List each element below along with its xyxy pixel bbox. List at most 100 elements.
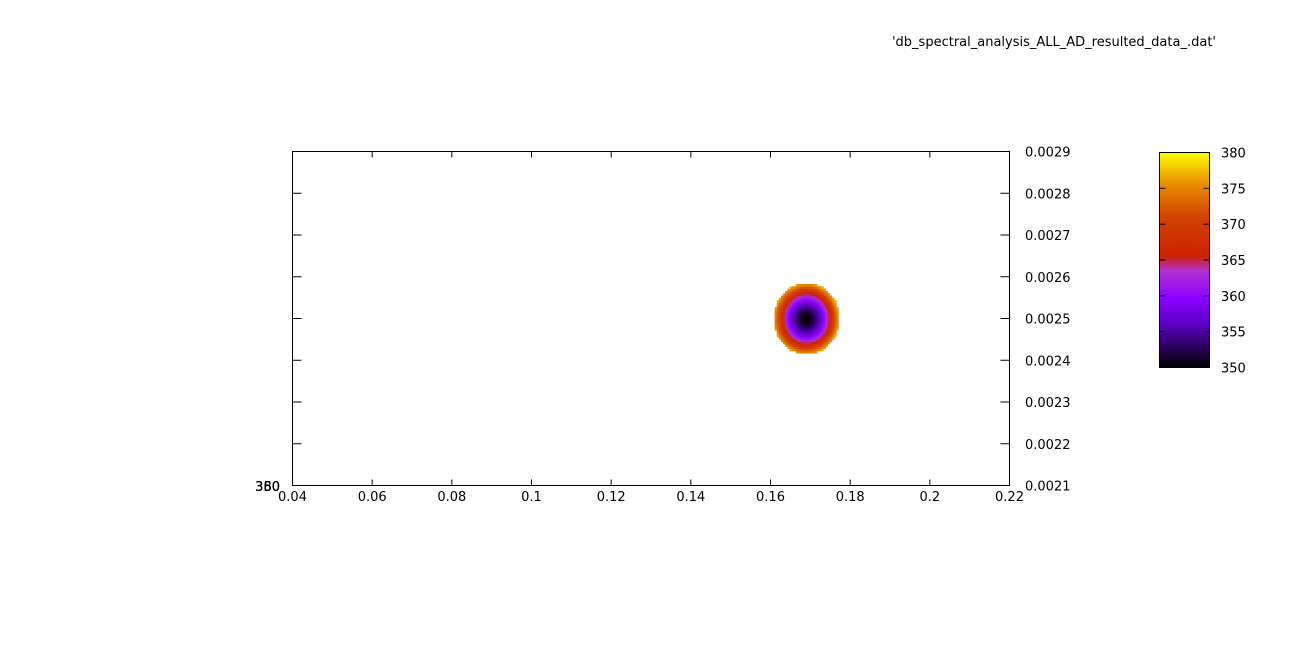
heatmap-cell (808, 297, 812, 301)
heatmap-cell (808, 346, 812, 349)
heatmap-cell (800, 334, 803, 338)
heatmap-cell (797, 323, 801, 326)
heatmap-cell (795, 334, 799, 338)
heatmap-cell (823, 341, 826, 345)
heatmap-cell (778, 302, 782, 306)
heatmap-cell (812, 311, 816, 315)
heatmap-cell (814, 329, 818, 333)
heatmap-cell (821, 297, 824, 301)
heatmap-cell (821, 323, 824, 326)
heatmap-cell (804, 320, 807, 324)
x-tick-label: 0.2 (919, 490, 940, 505)
heatmap-cell (804, 343, 807, 347)
heatmap-cell (791, 348, 795, 352)
heatmap-cell (829, 323, 833, 326)
heatmap-cell (802, 286, 805, 290)
heatmap-cell (793, 309, 797, 313)
heatmap-cell (829, 309, 833, 313)
heatmap-cell (833, 332, 837, 336)
heatmap-cell (806, 329, 810, 333)
heatmap-cell (825, 304, 829, 308)
heatmap-cell (814, 311, 818, 315)
heatmap-cell (806, 348, 810, 352)
heatmap-cell (814, 290, 818, 294)
heatmap-cell (802, 297, 805, 301)
heatmap-cell (783, 329, 786, 333)
colorbar-tick-label: 350 (1221, 362, 1246, 377)
heatmap-cell (821, 304, 824, 308)
heatmap-cell (774, 325, 778, 329)
heatmap-cell (789, 341, 793, 345)
heatmap-cell (787, 300, 791, 304)
heatmap-cell (795, 293, 799, 297)
heatmap-cell (812, 304, 816, 308)
heatmap-cell (819, 300, 822, 304)
heatmap-cell (789, 309, 793, 313)
heatmap-cell (795, 332, 799, 336)
heatmap-cell (802, 293, 805, 297)
heatmap-cell (780, 309, 784, 313)
y-axis: 0.0021 0.0022 0.0023 0.0024 0.0025 0.0026 0.00… (292, 146, 1071, 495)
heatmap-cell (802, 288, 805, 292)
heatmap-cell (795, 346, 799, 349)
heatmap-cell (831, 307, 835, 310)
heatmap-cell (823, 309, 826, 313)
heatmap-cell (810, 297, 814, 301)
heatmap-cell (827, 309, 831, 313)
heatmap-cell (789, 293, 793, 297)
heatmap-cell (789, 286, 793, 290)
heatmap-cell (821, 290, 824, 294)
heatmap-cell (797, 297, 801, 301)
heatmap-cell (808, 323, 812, 326)
heatmap-cell (814, 334, 818, 338)
heatmap-cell (829, 316, 833, 320)
heatmap-cell (823, 290, 826, 294)
heatmap-cell (789, 323, 793, 326)
heatmap-cell (827, 334, 831, 338)
heatmap-cell (835, 307, 839, 310)
heatmap-cell (793, 323, 797, 326)
heatmap-cell (823, 297, 826, 301)
heatmap-cell (831, 334, 835, 338)
heatmap-cell (780, 329, 784, 333)
heatmap-cell (808, 329, 812, 333)
heatmap-cell (800, 316, 803, 320)
heatmap-cell (787, 311, 791, 315)
heatmap-cell (783, 307, 786, 310)
heatmap-cell (810, 350, 814, 354)
heatmap-cell (783, 325, 786, 329)
heatmap-cell (804, 339, 807, 343)
heatmap-cell (797, 293, 801, 297)
heatmap-cell (823, 343, 826, 347)
heatmap-cell (800, 348, 803, 352)
heatmap-cell (797, 332, 801, 336)
heatmap-cell (776, 320, 780, 324)
heatmap-cell (783, 300, 786, 304)
heatmap-cell (814, 293, 818, 297)
heatmap-cell (816, 332, 820, 336)
heatmap-cell (827, 332, 831, 336)
heatmap-cell (795, 327, 799, 331)
heatmap-cell (800, 307, 803, 310)
heatmap-cell (816, 307, 820, 310)
heatmap-cell (776, 316, 780, 320)
heatmap-cell (797, 348, 801, 352)
y-tick-label: 0.0022 (1025, 438, 1071, 453)
heatmap-cell (780, 302, 784, 306)
heatmap-cell (793, 334, 797, 338)
heatmap-cell (787, 302, 791, 306)
heatmap-cell (787, 346, 791, 349)
heatmap-cell (776, 300, 780, 304)
heatmap-cell (814, 323, 818, 326)
heatmap-cell (797, 313, 801, 317)
x-tick-label: 0.1 (521, 490, 542, 505)
heatmap-cell (823, 316, 826, 320)
heatmap-cell (821, 313, 824, 317)
heatmap-cell (816, 343, 820, 347)
heatmap-cell (808, 316, 812, 320)
heatmap-cell (823, 295, 826, 299)
heatmap-cell (814, 300, 818, 304)
heatmap-cell (810, 316, 814, 320)
heatmap-cell (785, 300, 788, 304)
heatmap-cell (793, 313, 797, 317)
